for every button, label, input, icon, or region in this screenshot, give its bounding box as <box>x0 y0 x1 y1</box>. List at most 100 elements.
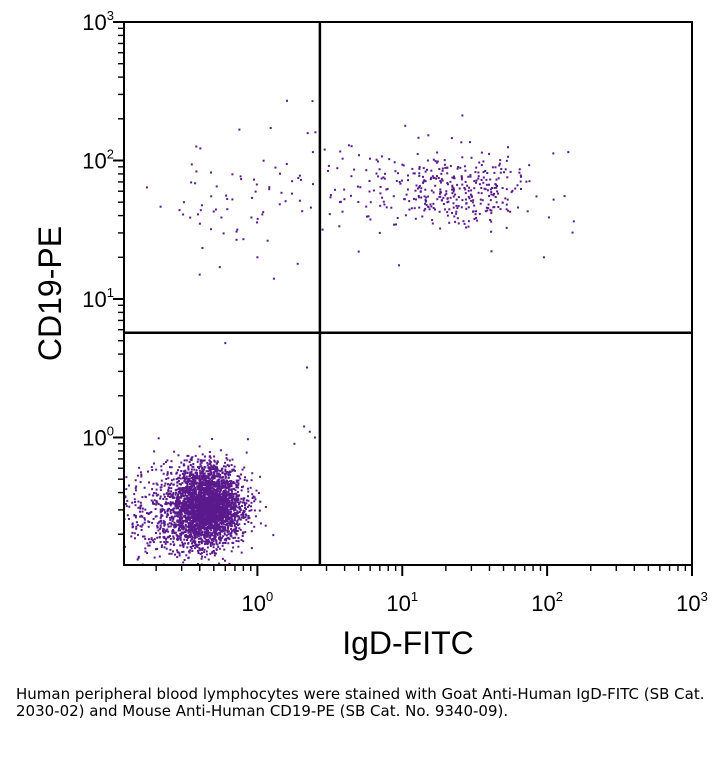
data-point <box>224 470 227 473</box>
data-point <box>196 494 199 497</box>
data-point <box>175 472 178 475</box>
data-point <box>223 497 226 500</box>
data-point <box>230 483 233 486</box>
data-point <box>244 531 247 534</box>
data-point <box>215 525 218 528</box>
data-point <box>180 501 183 504</box>
data-point <box>436 175 438 178</box>
data-point <box>165 503 168 506</box>
data-point <box>467 189 470 192</box>
data-point <box>510 191 513 194</box>
data-point <box>153 556 156 559</box>
data-point <box>218 547 221 550</box>
data-point <box>233 518 236 521</box>
data-point <box>207 518 210 520</box>
data-point <box>339 201 341 204</box>
data-point <box>434 208 436 211</box>
data-point <box>219 495 222 498</box>
data-point <box>222 526 225 529</box>
data-point <box>245 518 248 521</box>
data-point <box>250 501 253 504</box>
data-point <box>174 505 177 508</box>
data-point <box>232 482 234 485</box>
data-point <box>163 484 166 487</box>
data-point <box>202 496 205 499</box>
data-point <box>189 530 192 533</box>
data-point <box>225 453 228 456</box>
data-point <box>219 490 222 493</box>
data-point <box>215 511 218 514</box>
data-point <box>128 518 130 520</box>
data-point <box>212 514 214 516</box>
data-point <box>339 150 342 153</box>
data-point <box>194 482 197 485</box>
data-point-outlier <box>198 273 201 276</box>
data-point <box>184 528 187 531</box>
data-point <box>231 198 234 201</box>
data-point <box>257 492 260 495</box>
data-point <box>204 520 207 523</box>
data-point <box>210 476 213 479</box>
y-tick-label: 102 <box>82 146 114 173</box>
data-point <box>479 202 482 205</box>
data-point <box>219 535 222 538</box>
data-point <box>238 507 241 510</box>
data-point <box>159 508 162 511</box>
data-point <box>231 541 234 544</box>
data-point <box>422 180 425 183</box>
y-axis-title: CD19-PE <box>32 226 68 361</box>
data-point <box>413 207 416 210</box>
data-point <box>238 527 241 530</box>
data-point <box>217 486 219 489</box>
data-point <box>447 183 449 186</box>
data-point <box>327 164 330 167</box>
data-point <box>194 492 197 495</box>
data-point <box>262 159 265 162</box>
data-point <box>142 535 144 538</box>
data-point <box>172 516 175 519</box>
data-point <box>417 136 420 139</box>
data-point <box>180 489 183 492</box>
data-point <box>237 479 240 482</box>
data-point <box>227 505 230 508</box>
data-point <box>156 547 159 550</box>
data-point <box>424 202 426 205</box>
data-point <box>167 492 170 495</box>
data-point <box>177 529 180 532</box>
data-point <box>228 480 231 483</box>
data-point <box>237 537 240 540</box>
data-point <box>182 500 185 503</box>
data-point <box>198 520 201 523</box>
data-point <box>197 498 200 501</box>
data-point <box>216 480 219 483</box>
data-point <box>148 481 150 484</box>
data-point <box>390 206 393 209</box>
data-point <box>199 512 202 514</box>
data-point <box>223 516 226 519</box>
data-point <box>242 485 245 488</box>
data-point <box>163 495 166 498</box>
data-point <box>453 175 455 178</box>
data-point <box>446 172 449 175</box>
data-point <box>221 472 224 474</box>
data-point <box>233 465 236 468</box>
data-point <box>216 483 219 486</box>
data-point <box>184 481 187 484</box>
data-point <box>200 495 203 498</box>
data-point <box>185 489 188 492</box>
data-point <box>210 228 212 231</box>
data-point <box>233 522 236 525</box>
data-point-outlier <box>378 231 381 234</box>
data-point <box>133 532 136 535</box>
data-point <box>442 203 445 205</box>
data-point <box>184 514 187 517</box>
data-point <box>225 492 228 495</box>
data-point <box>470 189 473 192</box>
data-point <box>350 175 353 178</box>
data-point <box>225 194 228 197</box>
data-point <box>211 482 214 485</box>
data-point <box>207 475 210 477</box>
data-point <box>209 521 212 524</box>
data-point <box>139 481 142 484</box>
data-point <box>164 531 167 534</box>
